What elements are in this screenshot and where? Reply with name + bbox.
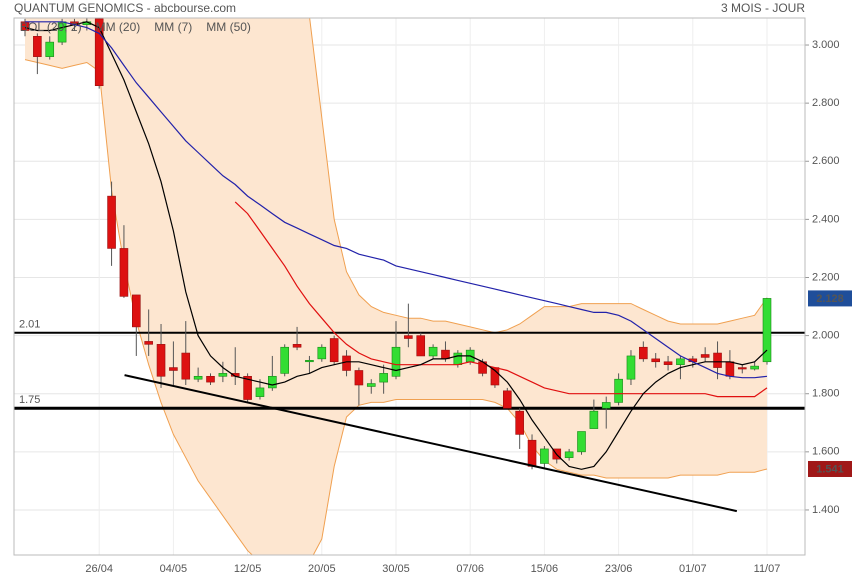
y-tick-label: 2.400 [812, 213, 840, 225]
x-tick-label: 04/05 [160, 563, 188, 575]
value-box-label: 2.128 [816, 293, 844, 305]
legend-entry: MM (20) [96, 20, 141, 34]
candle-body [144, 341, 153, 345]
band-fill [25, 18, 767, 555]
y-tick-label: 3.000 [812, 39, 840, 51]
x-tick-label: 20/05 [308, 563, 336, 575]
candle-body [416, 335, 426, 357]
x-tick-label: 23/06 [605, 563, 633, 575]
candle-body [614, 378, 623, 403]
candle-body [762, 298, 772, 363]
candle-body [564, 451, 574, 458]
value-box-label: 1.541 [816, 463, 844, 475]
y-tick-label: 1.800 [812, 388, 840, 400]
candle-body [379, 373, 388, 383]
level-label: 1.75 [19, 394, 40, 406]
candle-body [342, 355, 351, 371]
legend-entry: MM (50) [206, 20, 251, 34]
candle-body [317, 346, 327, 360]
candle-body [366, 383, 376, 387]
candle-body [725, 361, 735, 377]
x-tick-label: 12/05 [234, 563, 262, 575]
candle-body [33, 36, 42, 57]
candle-body [676, 358, 685, 365]
plot-area [14, 18, 805, 555]
moving-average [234, 201, 768, 398]
chart-title: QUANTUM GENOMICS - abcbourse.com [14, 1, 236, 15]
candle-body [441, 349, 450, 360]
trend-line [124, 374, 738, 513]
candle-body [700, 354, 710, 358]
overlay: 1.400 1.600 1.800 2.000 2.200 2.400 2.600 2.800… [19, 20, 852, 575]
y-tick-label: 2.000 [812, 330, 840, 342]
chart-subtitle: 3 MOIS - JOUR [721, 1, 805, 15]
candle-body [94, 18, 104, 87]
candle-body [243, 375, 252, 400]
candle-body [169, 367, 178, 371]
x-tick-label: 26/04 [85, 563, 113, 575]
value-box [808, 460, 852, 477]
moving-average [24, 21, 768, 470]
candle-body [268, 375, 277, 389]
candle-body [280, 346, 290, 374]
candle-body [218, 373, 228, 377]
candle-body [626, 355, 636, 380]
candle-body [639, 346, 648, 360]
candle-body [428, 346, 438, 357]
value-box [808, 290, 852, 307]
candle-body [540, 448, 549, 464]
candle-body [206, 375, 215, 383]
legend-entry: MM (7) [154, 20, 192, 34]
candle-body [193, 375, 203, 380]
candle-body [305, 360, 314, 363]
y-tick-label: 2.800 [812, 97, 840, 109]
x-tick-label: 11/07 [754, 563, 781, 575]
candle-body [354, 370, 364, 386]
candle-body [391, 346, 401, 377]
y-tick-label: 2.200 [812, 271, 840, 283]
candle-body [502, 390, 512, 409]
candle-body [663, 361, 673, 365]
candle-body [292, 344, 302, 348]
candle-body [713, 352, 722, 368]
x-tick-label: 07/06 [456, 563, 484, 575]
y-tick-label: 1.600 [812, 446, 840, 458]
candle-body [737, 367, 747, 370]
candle-body [132, 294, 141, 328]
candle-body [651, 358, 661, 363]
candle-body [515, 410, 524, 435]
candle-body [453, 352, 463, 365]
candle-body [404, 335, 413, 339]
candle-body [601, 402, 611, 409]
y-tick-label: 2.600 [812, 155, 840, 167]
candle-body [589, 410, 599, 429]
candle-body [45, 41, 55, 57]
candle-body [181, 352, 191, 380]
y-tick-label: 1.400 [812, 504, 840, 516]
candle-body [329, 338, 339, 363]
candle-body [255, 387, 265, 397]
x-tick-label: 30/05 [382, 563, 410, 575]
level-label: 2.01 [19, 319, 40, 331]
moving-average [25, 21, 768, 379]
x-tick-label: 01/07 [679, 563, 707, 575]
band-lower [24, 59, 768, 555]
plot-frame [13, 17, 806, 556]
x-tick-label: 15/06 [531, 563, 559, 575]
candle-body [156, 344, 166, 377]
candle-body [750, 365, 759, 370]
candle-body [577, 431, 586, 453]
candle-body [107, 195, 116, 249]
legend-entry: BOL (20, 2) [20, 20, 82, 34]
candle-body [119, 248, 129, 297]
band-upper [309, 18, 768, 334]
candle-body [527, 439, 537, 467]
